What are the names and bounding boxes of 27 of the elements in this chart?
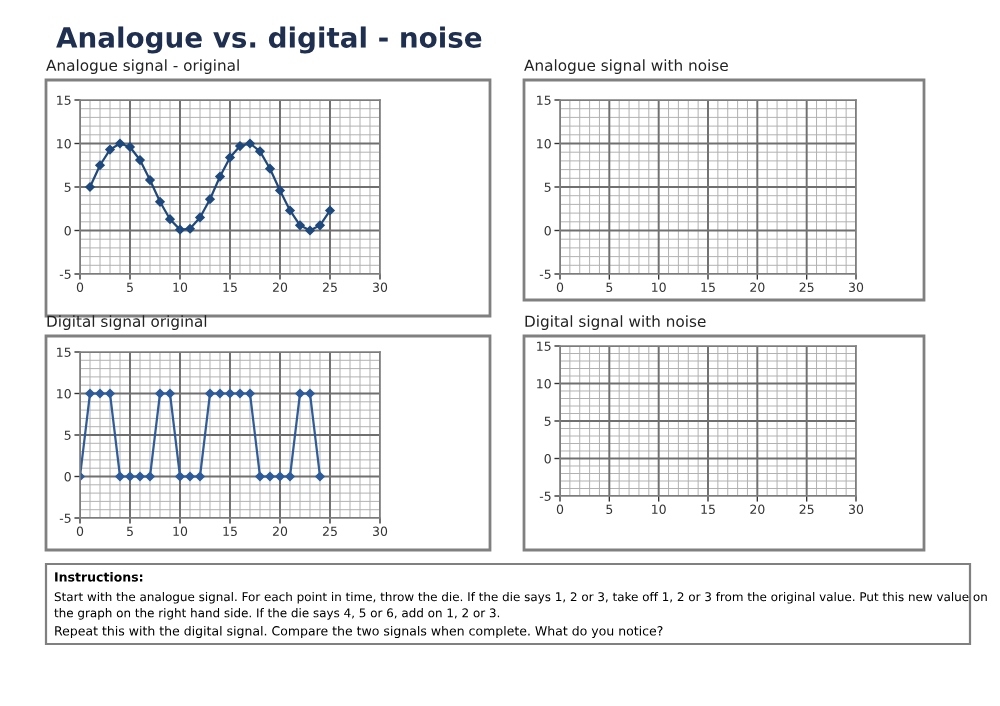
point	[115, 138, 125, 149]
point	[105, 145, 115, 155]
point	[235, 141, 245, 151]
point	[85, 182, 95, 192]
point	[195, 212, 205, 222]
point	[145, 175, 155, 185]
point	[255, 146, 265, 156]
point	[285, 205, 295, 216]
point	[185, 224, 195, 234]
point	[245, 138, 255, 149]
point	[325, 205, 335, 216]
point	[175, 225, 185, 235]
point	[135, 155, 145, 165]
point	[305, 225, 315, 236]
point	[265, 164, 275, 174]
point	[275, 185, 285, 196]
line-series	[85, 138, 335, 236]
point	[215, 172, 225, 182]
point	[315, 220, 325, 230]
point	[125, 142, 135, 152]
text: Analogue vs. digital - noise	[56, 26, 482, 54]
point	[155, 197, 165, 207]
point	[225, 152, 235, 162]
point	[295, 220, 305, 230]
point	[95, 160, 105, 170]
point	[205, 194, 215, 204]
point	[165, 214, 175, 224]
